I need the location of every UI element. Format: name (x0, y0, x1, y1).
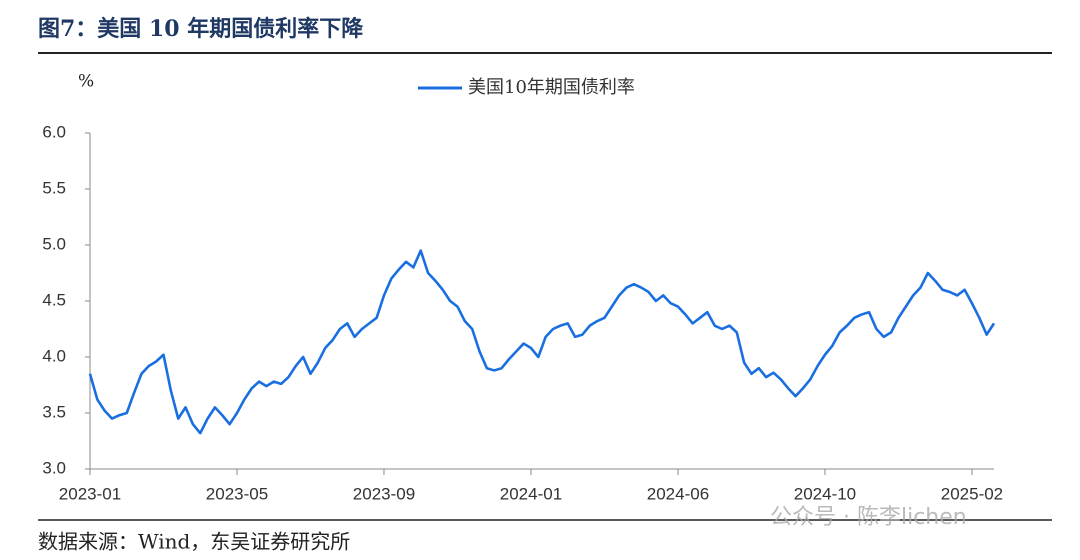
y-axis-label: % (78, 72, 94, 92)
y-tick-label: 4.5 (42, 290, 66, 309)
y-tick-label: 4.0 (42, 346, 66, 365)
y-tick-label: 3.0 (42, 458, 66, 477)
y-tick-label: 5.0 (42, 234, 66, 253)
x-tick-label: 2023-01 (59, 484, 121, 503)
chart-title: 图7：美国 10 年期国债利率下降 (38, 16, 364, 42)
x-tick-label: 2023-05 (206, 484, 268, 503)
x-tick-label: 2024-06 (647, 484, 709, 503)
x-tick-label: 2025-02 (941, 484, 1003, 503)
y-tick-label: 3.5 (42, 402, 66, 421)
source: 数据来源：Wind，东吴证券研究所 (38, 530, 350, 554)
legend-label: 美国10年期国债利率 (468, 77, 635, 98)
x-tick-label: 2024-10 (794, 484, 856, 503)
x-tick-label: 2024-01 (500, 484, 562, 503)
series-line (88, 249, 996, 435)
x-tick-label: 2023-09 (353, 484, 415, 503)
y-tick-label: 6.0 (42, 122, 66, 141)
y-tick-label: 5.5 (42, 178, 66, 197)
watermark: 公众号 · 陈李lichen (770, 505, 967, 530)
